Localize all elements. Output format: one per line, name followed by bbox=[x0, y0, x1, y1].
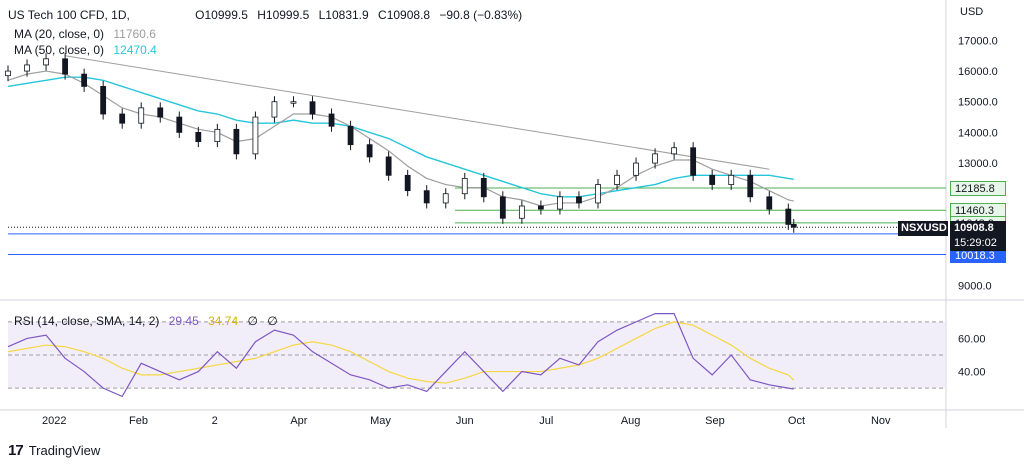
time-tick-label: Jul bbox=[539, 415, 553, 427]
tradingview-brand[interactable]: 17 TradingView bbox=[8, 442, 100, 459]
current-price-symbol: NSXUSD bbox=[898, 221, 948, 236]
ma50-legend[interactable]: MA (50, close, 0) 12470.4 bbox=[14, 43, 163, 57]
candle-body bbox=[652, 153, 658, 164]
time-tick-label: Nov bbox=[871, 415, 891, 427]
candle-body bbox=[252, 116, 259, 155]
time-tick-label: Sep bbox=[705, 415, 725, 427]
candle-body bbox=[557, 196, 563, 210]
candle-body bbox=[385, 156, 392, 176]
candle-body bbox=[576, 196, 582, 204]
rsi-line bbox=[7, 312, 794, 398]
candle-body bbox=[100, 86, 107, 115]
time-tick-label: 2 bbox=[212, 415, 218, 427]
candle-body bbox=[119, 113, 126, 124]
ohlc-change: −90.8 (−0.83%) bbox=[439, 8, 523, 22]
time-tick-label: May bbox=[370, 415, 391, 427]
current-price-value: 10908.8 bbox=[954, 222, 994, 234]
rsi-extra-1: ∅ bbox=[247, 314, 258, 328]
ohlc-high: H10999.5 bbox=[257, 8, 310, 22]
ohlc-low: L10831.9 bbox=[318, 8, 369, 22]
candle-body bbox=[290, 101, 297, 104]
current-price-tag: 10908.8 15:29:02 bbox=[950, 221, 1006, 251]
candle-countdown: 15:29:02 bbox=[954, 237, 997, 249]
candle-body bbox=[347, 125, 354, 146]
candle-body bbox=[328, 113, 335, 127]
candle-body bbox=[81, 73, 88, 87]
price-tag: 10018.3 bbox=[950, 247, 1006, 263]
candle-body bbox=[176, 116, 183, 133]
time-tick-label: 2022 bbox=[42, 415, 66, 427]
price-tick-label: 17000.0 bbox=[958, 35, 998, 47]
price-tag: 12185.8 bbox=[950, 181, 1006, 197]
candle-body bbox=[461, 177, 468, 195]
rsi-sma-value: 34.74 bbox=[208, 314, 239, 328]
candle-body bbox=[785, 208, 792, 225]
time-tick-label: Oct bbox=[788, 415, 805, 427]
candle-body bbox=[499, 196, 506, 219]
trendline bbox=[65, 55, 770, 170]
symbol-title: US Tech 100 CFD, 1D, bbox=[8, 8, 130, 22]
candle-body bbox=[24, 64, 30, 72]
candle-body bbox=[138, 107, 145, 124]
candle-body bbox=[595, 184, 601, 204]
ohlc-open: O10999.5 bbox=[195, 8, 248, 22]
candle-body bbox=[747, 174, 754, 198]
ma50-label: MA (50, close, 0) bbox=[14, 43, 105, 57]
candle-body bbox=[614, 174, 620, 185]
ohlc-close: C10908.8 bbox=[378, 8, 431, 22]
price-tick-label: 16000.0 bbox=[958, 66, 998, 78]
candle-body bbox=[62, 58, 68, 75]
currency-label: USD bbox=[960, 6, 984, 18]
candle-body bbox=[214, 128, 221, 142]
candle-body bbox=[709, 174, 716, 185]
candle-body bbox=[633, 162, 639, 176]
candle-body bbox=[442, 193, 449, 204]
rsi-legend[interactable]: RSI (14, close, SMA, 14, 2) 29.45 34.74 … bbox=[14, 314, 284, 328]
ma20-value: 11760.6 bbox=[113, 27, 156, 41]
candle-body bbox=[43, 58, 49, 66]
rsi-value: 29.45 bbox=[168, 314, 199, 328]
candle-body bbox=[671, 147, 678, 155]
rsi-tick-label: 60.00 bbox=[958, 333, 986, 345]
candle-body bbox=[790, 223, 797, 228]
rsi-label: RSI (14, close, SMA, 14, 2) bbox=[14, 314, 160, 328]
candle-body bbox=[690, 147, 697, 176]
price-tick-label: 15000.0 bbox=[958, 97, 998, 109]
ma50-value: 12470.4 bbox=[113, 43, 157, 57]
rsi-sma-line bbox=[7, 321, 795, 384]
candle-body bbox=[157, 107, 164, 118]
candle-body bbox=[537, 205, 544, 210]
rsi-extra-2: ∅ bbox=[267, 314, 278, 328]
ma50-line bbox=[7, 76, 794, 198]
rsi-tick-label: 40.00 bbox=[958, 367, 986, 379]
candle-body bbox=[309, 101, 316, 115]
ma20-label: MA (20, close, 0) bbox=[14, 27, 105, 41]
candle-body bbox=[423, 190, 430, 204]
time-tick-label: Feb bbox=[129, 415, 148, 427]
candle-body bbox=[195, 131, 202, 142]
candle-body bbox=[271, 101, 278, 118]
candle-body bbox=[728, 174, 735, 185]
candle-body bbox=[766, 196, 773, 210]
tradingview-logo-icon: 17 bbox=[8, 442, 24, 459]
tradingview-name: TradingView bbox=[28, 443, 101, 458]
candle-body bbox=[518, 205, 525, 219]
candle-body bbox=[5, 70, 11, 77]
ma20-line bbox=[7, 70, 794, 207]
time-tick-label: Aug bbox=[621, 415, 641, 427]
ma20-legend[interactable]: MA (20, close, 0) 11760.6 bbox=[14, 27, 162, 41]
ohlc-legend: US Tech 100 CFD, 1D, O10999.5 H10999.5 L… bbox=[8, 8, 528, 22]
candle-body bbox=[480, 177, 487, 198]
time-tick-label: Jun bbox=[456, 415, 474, 427]
price-tick-label: 9000.0 bbox=[958, 281, 992, 293]
time-tick-label: Apr bbox=[290, 415, 307, 427]
candle-body bbox=[404, 174, 411, 192]
price-tick-label: 14000.0 bbox=[958, 127, 998, 139]
candle-body bbox=[233, 128, 240, 155]
price-tick-label: 13000.0 bbox=[958, 158, 998, 170]
candle-body bbox=[366, 144, 373, 158]
